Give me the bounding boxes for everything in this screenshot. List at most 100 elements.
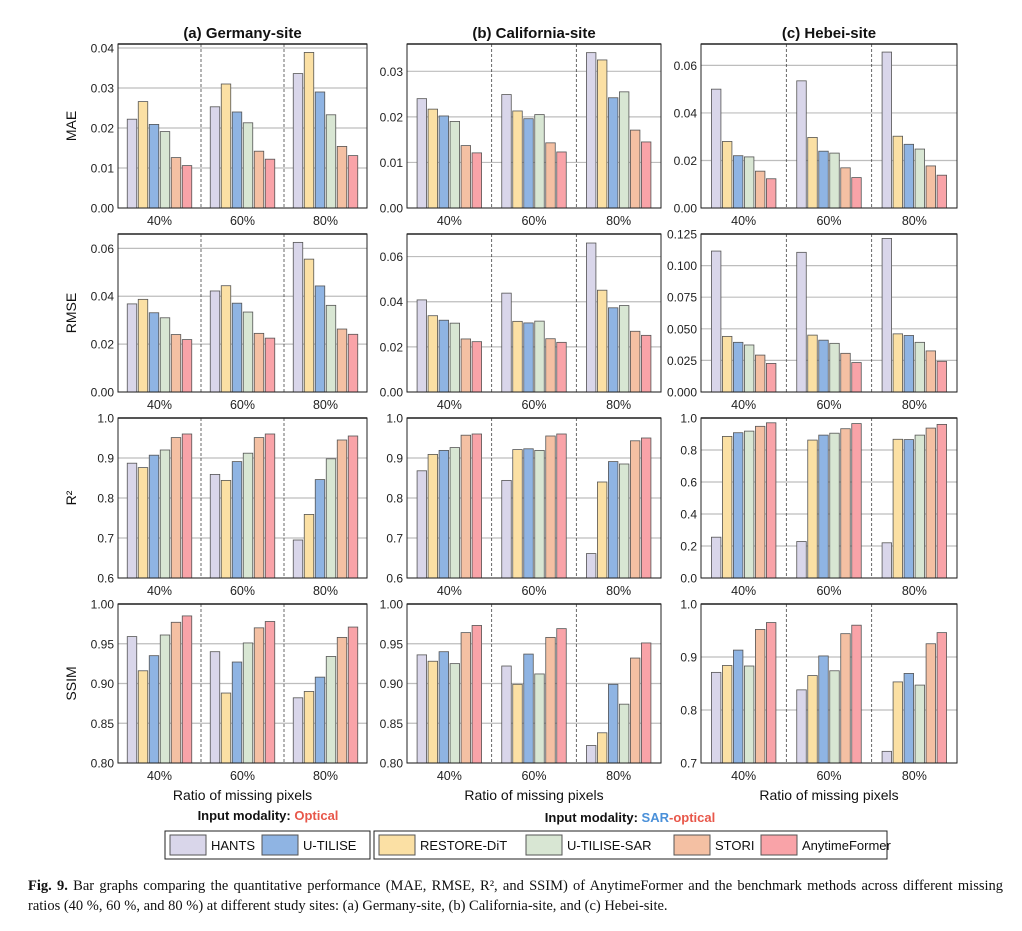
bar-u-tilise-sar: [829, 432, 840, 579]
bar-anytimeformer: [347, 435, 359, 579]
bar-hants: [126, 303, 138, 393]
bar-u-tilise-sar: [325, 458, 337, 579]
x-tick-label: 80%: [902, 769, 927, 783]
bar-u-tilise-sar: [325, 656, 337, 764]
bar-anytimeformer: [641, 141, 652, 209]
bar-anytimeformer: [766, 422, 777, 579]
caption-label: Fig. 9.: [28, 878, 68, 894]
bar-anytimeformer: [556, 341, 567, 393]
bar-u-tilise: [148, 124, 160, 209]
panel-mae-california: 0.00 0.01 0.02 0.03 40% 60% 80%: [380, 43, 662, 228]
bar-u-tilise-sar: [449, 121, 460, 209]
bar-restore-dit: [807, 439, 818, 579]
bar-stori: [460, 434, 471, 579]
bar-u-tilise-sar: [534, 673, 545, 764]
y-axis-label: MAE: [63, 111, 79, 141]
modality-optical-suffix: -optical: [669, 810, 715, 825]
legend-swatch: [378, 834, 416, 856]
y-tick-label: 0.03: [91, 82, 115, 96]
legend-swatch: [261, 834, 299, 856]
bar-stori: [336, 439, 348, 579]
bar-restore-dit: [220, 479, 232, 579]
bar-u-tilise: [608, 683, 619, 764]
y-tick-label: 0.02: [91, 122, 115, 136]
bar-u-tilise-sar: [914, 341, 925, 393]
bar-stori: [630, 330, 641, 393]
bar-u-tilise-sar: [242, 642, 254, 764]
x-tick-label: 80%: [902, 584, 927, 598]
y-tick-label: 0.7: [97, 532, 114, 546]
bar-restore-dit: [303, 52, 315, 209]
bar-restore-dit: [303, 514, 315, 579]
bar-anytimeformer: [181, 433, 193, 579]
x-axis-label: Ratio of missing pixels: [173, 787, 312, 803]
bar-u-tilise-sar: [829, 342, 840, 393]
bar-u-tilise: [818, 150, 829, 209]
bar-restore-dit: [303, 258, 315, 393]
bar-u-tilise: [608, 461, 619, 579]
bar-stori: [253, 332, 265, 393]
y-tick-label: 0.7: [680, 757, 697, 771]
bar-stori: [840, 352, 851, 393]
bar-stori: [840, 633, 851, 764]
bar-u-tilise: [314, 285, 326, 393]
bar-u-tilise-sar: [914, 148, 925, 209]
legend-label: RESTORE-DiT: [420, 838, 507, 853]
x-tick-label: 60%: [816, 214, 841, 228]
bar-anytimeformer: [556, 433, 567, 579]
bar-restore-dit: [807, 334, 818, 393]
y-tick-label: 0.00: [91, 386, 115, 400]
bar-u-tilise: [523, 653, 534, 764]
modality-optical: Input modality: Optical: [198, 808, 339, 823]
bar-u-tilise: [733, 341, 744, 393]
legend-label: STORI: [715, 838, 755, 853]
bar-stori: [925, 350, 936, 393]
x-tick-label: 40%: [731, 214, 756, 228]
bar-hants: [711, 671, 722, 764]
y-tick-label: 0.80: [91, 757, 115, 771]
bar-stori: [460, 338, 471, 393]
bar-restore-dit: [597, 59, 608, 209]
y-tick-label: 0.8: [680, 704, 697, 718]
bar-u-tilise: [903, 439, 914, 579]
bar-stori: [170, 621, 182, 764]
bar-hants: [501, 94, 512, 209]
y-tick-label: 1.00: [91, 598, 115, 612]
bar-stori: [840, 167, 851, 209]
x-axis-label: Ratio of missing pixels: [464, 787, 603, 803]
x-axis-label: Ratio of missing pixels: [759, 787, 898, 803]
bar-u-tilise-sar: [744, 344, 755, 393]
bar-hants: [209, 106, 221, 209]
bar-u-tilise-sar: [619, 91, 630, 209]
bar-restore-dit: [137, 101, 149, 209]
bar-hants: [292, 539, 304, 579]
y-tick-label: 0.04: [91, 290, 115, 304]
bar-anytimeformer: [936, 360, 947, 393]
y-tick-label: 0.90: [380, 677, 404, 691]
legend-swatch: [169, 834, 207, 856]
bar-hants: [796, 251, 807, 393]
x-tick-label: 80%: [313, 769, 338, 783]
bar-restore-dit: [137, 298, 149, 393]
y-tick-label: 0.85: [91, 717, 115, 731]
x-tick-label: 60%: [816, 398, 841, 412]
bar-u-tilise: [903, 673, 914, 764]
x-tick-label: 60%: [521, 769, 546, 783]
y-tick-label: 1.0: [680, 598, 697, 612]
bar-u-tilise-sar: [159, 449, 171, 579]
bar-hants: [586, 52, 597, 209]
bar-u-tilise-sar: [534, 320, 545, 393]
y-tick-label: 0.02: [380, 340, 404, 354]
bar-u-tilise: [733, 432, 744, 579]
bar-anytimeformer: [181, 165, 193, 209]
bar-anytimeformer: [264, 158, 276, 209]
y-tick-label: 0.85: [380, 717, 404, 731]
bar-stori: [336, 328, 348, 393]
bar-hants: [501, 479, 512, 579]
bar-stori: [336, 636, 348, 764]
y-tick-label: 0.00: [380, 386, 404, 400]
bar-anytimeformer: [471, 625, 482, 764]
bar-anytimeformer: [766, 363, 777, 393]
x-tick-label: 80%: [606, 214, 631, 228]
bar-u-tilise: [733, 155, 744, 209]
